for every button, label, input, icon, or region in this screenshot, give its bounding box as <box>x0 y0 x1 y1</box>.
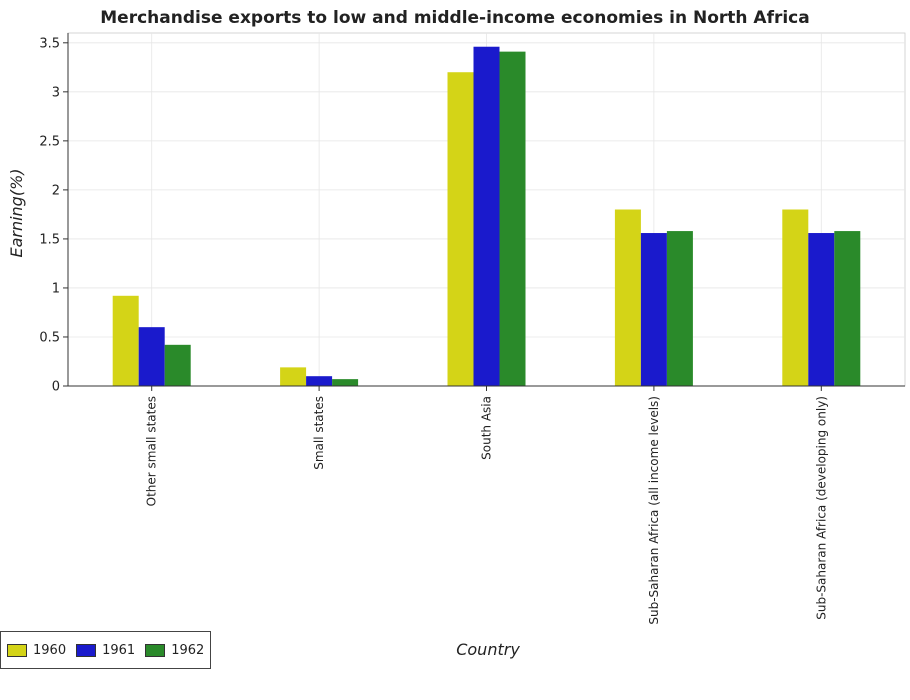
bar-1961 <box>640 233 667 386</box>
legend-swatch <box>145 643 166 657</box>
bar-1962 <box>499 51 526 386</box>
x-tick-label: Sub-Saharan Africa (developing only) <box>814 396 828 620</box>
bar-1961 <box>473 46 500 386</box>
legend-item: 1961 <box>76 643 135 658</box>
legend-swatch <box>7 643 27 657</box>
axes-layer: 0 0.5 1 1.5 2 2.5 3 3.5 Other small states Small … <box>39 33 905 625</box>
x-tick-label: South Asia <box>480 396 494 460</box>
bar-1961 <box>808 233 835 386</box>
bar-1961 <box>306 376 333 386</box>
legend: 1960 1961 1962 <box>0 631 212 669</box>
bar-1960 <box>782 209 809 386</box>
y-tick-label: 2.5 <box>39 134 60 149</box>
y-tick-label: 1 <box>52 281 60 296</box>
y-tick-label: 3.5 <box>39 36 60 51</box>
y-tick-label: 1.5 <box>39 232 60 247</box>
legend-item: 1962 <box>145 643 204 658</box>
x-axis-label: Country <box>456 640 520 659</box>
y-tick-label: 0.5 <box>39 330 60 345</box>
bar-1960 <box>447 72 474 386</box>
y-tick-label: 3 <box>52 85 60 100</box>
bar-1962 <box>164 344 191 386</box>
legend-label: 1962 <box>171 642 205 658</box>
y-tick-label: 2 <box>52 183 60 198</box>
legend-swatch <box>76 643 97 657</box>
legend-label: 1961 <box>102 642 136 658</box>
bar-1960 <box>280 367 307 386</box>
legend-label: 1960 <box>33 642 67 658</box>
bar-1962 <box>834 231 861 386</box>
x-tick-label: Sub-Saharan Africa (all income levels) <box>647 396 661 625</box>
chart-title: Merchandise exports to low and middle-in… <box>100 8 810 28</box>
y-tick-label: 0 <box>52 380 60 395</box>
bar-1960 <box>112 295 139 386</box>
x-tick-label: Small states <box>312 396 326 470</box>
bar-1960 <box>614 209 641 386</box>
x-tick-label: Other small states <box>145 396 159 506</box>
y-axis-label: Earning(%) <box>7 168 26 257</box>
bars-layer <box>112 46 861 386</box>
legend-item: 1960 <box>7 643 66 658</box>
bar-1962 <box>332 379 359 386</box>
bar-1961 <box>138 327 165 386</box>
bar-1962 <box>666 231 693 386</box>
